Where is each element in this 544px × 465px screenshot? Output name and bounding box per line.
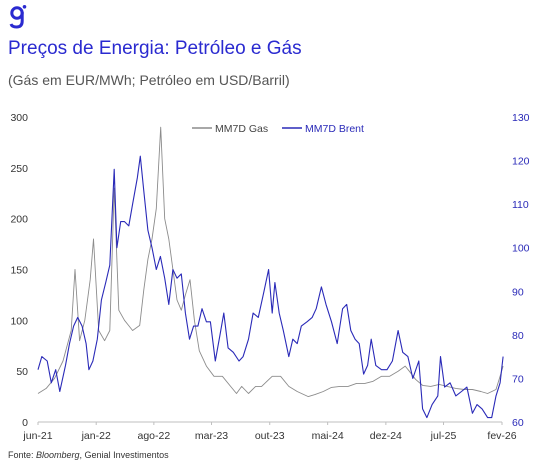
x-tick-label: jul-25: [430, 430, 457, 442]
source-name: Bloomberg: [36, 450, 80, 460]
legend-label: MM7D Gas: [215, 123, 268, 135]
y-left-tick-label: 300: [10, 112, 28, 124]
x-tick-label: out-23: [255, 430, 285, 442]
chart-series: [37, 126, 504, 419]
y-left-tick-label: 0: [22, 417, 28, 429]
source-note: Fonte: Bloomberg, Genial Investimentos: [8, 450, 169, 460]
chart-legend: MM7D Gas MM7D Brent: [192, 123, 364, 135]
x-tick-label: mar-23: [195, 430, 228, 442]
genial-logo-icon: [9, 5, 27, 29]
energy-price-chart: 0 50 100 150 200 250 300 60 70 80 90 100 110 120 130 ju…: [10, 112, 529, 442]
chart-axes: 0 50 100 150 200 250 300 60 70 80 90 100 110 120 130 ju…: [10, 112, 529, 442]
y-right-tick-label: 100: [512, 243, 530, 255]
y-right-tick-label: 130: [512, 112, 530, 124]
source-prefix: Fonte:: [8, 450, 37, 460]
x-tick-label: fev-26: [487, 430, 516, 442]
chart-title: Preços de Energia: Petróleo e Gás: [8, 38, 302, 59]
x-tick-label: jan-22: [81, 430, 111, 442]
y-right-tick-label: 70: [512, 373, 524, 385]
y-right-tick-label: 120: [512, 156, 530, 168]
y-left-tick-label: 150: [10, 265, 28, 277]
x-tick-label: jun-21: [22, 430, 52, 442]
y-left-tick-label: 200: [10, 214, 28, 226]
y-left-tick-label: 50: [16, 366, 28, 378]
series-line-mm7d-brent: [37, 155, 504, 419]
source-suffix: , Genial Investimentos: [79, 450, 169, 460]
y-right-tick-label: 80: [512, 330, 524, 342]
series-line-mm7d-gas: [37, 126, 504, 398]
chart-subtitle: (Gás em EUR/MWh; Petróleo em USD/Barril): [8, 72, 290, 88]
x-tick-label: ago-22: [138, 430, 171, 442]
x-tick-label: mai-24: [312, 430, 344, 442]
y-left-tick-label: 100: [10, 315, 28, 327]
y-left-tick-label: 250: [10, 163, 28, 175]
y-right-tick-label: 110: [512, 199, 529, 211]
y-right-tick-label: 60: [512, 417, 524, 429]
legend-label: MM7D Brent: [305, 123, 364, 135]
x-tick-label: dez-24: [370, 430, 402, 442]
y-right-tick-label: 90: [512, 286, 524, 298]
